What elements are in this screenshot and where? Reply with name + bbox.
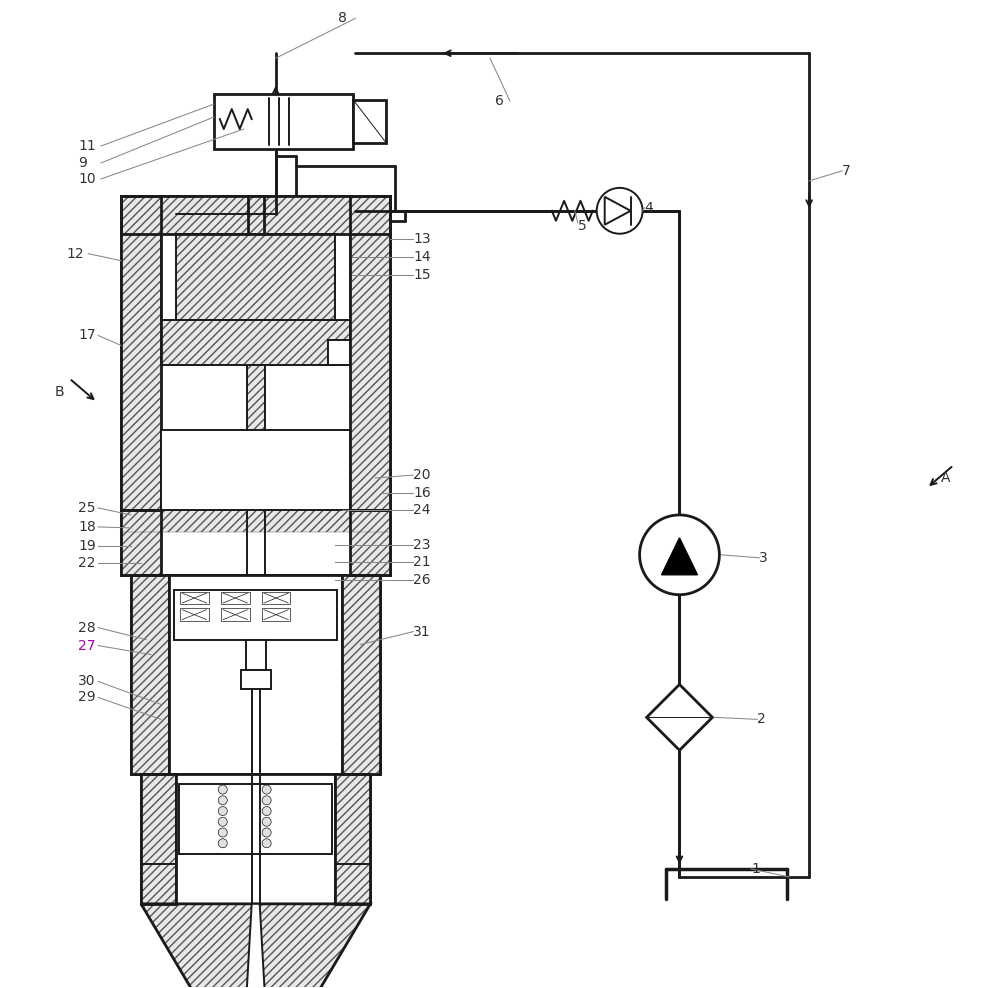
Text: 9: 9	[78, 156, 87, 170]
Polygon shape	[121, 196, 390, 234]
Bar	[180, 609, 209, 621]
Text: 22: 22	[78, 556, 96, 570]
Circle shape	[262, 795, 271, 805]
Text: 16: 16	[413, 486, 431, 500]
Bar	[246, 639, 266, 670]
Circle shape	[262, 817, 271, 826]
Text: 29: 29	[78, 691, 96, 704]
Circle shape	[218, 828, 227, 837]
Circle shape	[218, 785, 227, 794]
Polygon shape	[121, 196, 161, 510]
Circle shape	[597, 188, 643, 234]
Bar	[121, 196, 390, 234]
Circle shape	[262, 806, 271, 815]
Circle shape	[262, 839, 271, 848]
Bar	[161, 430, 350, 510]
Bar	[350, 196, 390, 510]
Bar	[161, 320, 350, 366]
Text: 7: 7	[842, 164, 851, 178]
Circle shape	[218, 839, 227, 848]
Text: 12: 12	[66, 247, 84, 261]
Polygon shape	[335, 775, 370, 904]
Bar	[131, 575, 380, 775]
Polygon shape	[176, 234, 335, 320]
Text: 1: 1	[751, 862, 760, 876]
Polygon shape	[141, 904, 370, 988]
Text: 17: 17	[78, 328, 96, 343]
Bar	[121, 510, 161, 575]
Bar	[174, 590, 337, 639]
Text: 25: 25	[78, 501, 96, 515]
Circle shape	[640, 515, 719, 595]
Bar	[141, 775, 176, 904]
Text: 6: 6	[495, 94, 504, 108]
Text: 19: 19	[78, 538, 96, 553]
Bar	[241, 670, 271, 690]
Text: 4: 4	[645, 201, 653, 214]
Text: 23: 23	[413, 537, 431, 552]
Bar	[262, 609, 290, 621]
Bar	[353, 100, 386, 143]
Bar	[141, 775, 370, 904]
Bar	[121, 196, 390, 510]
Polygon shape	[121, 510, 161, 575]
Text: 30: 30	[78, 675, 96, 689]
Bar	[335, 775, 370, 904]
Bar	[350, 510, 390, 575]
Polygon shape	[342, 575, 380, 775]
Text: 10: 10	[78, 172, 96, 186]
Text: 2: 2	[757, 712, 766, 726]
Text: 15: 15	[413, 268, 431, 282]
Text: 18: 18	[78, 520, 96, 534]
Text: A: A	[941, 471, 950, 485]
Text: 26: 26	[413, 573, 431, 587]
Bar	[221, 592, 250, 605]
Bar	[328, 341, 350, 366]
Text: 13: 13	[413, 232, 431, 246]
Bar	[262, 592, 290, 605]
Circle shape	[262, 828, 271, 837]
Bar	[342, 575, 380, 775]
Text: 11: 11	[78, 139, 96, 153]
Polygon shape	[244, 904, 268, 988]
Bar	[221, 609, 250, 621]
Text: 14: 14	[413, 250, 431, 264]
Polygon shape	[131, 575, 169, 775]
Polygon shape	[350, 510, 390, 575]
Bar	[179, 784, 332, 854]
Text: 3: 3	[759, 551, 768, 565]
Text: 31: 31	[413, 624, 431, 638]
Polygon shape	[161, 320, 350, 366]
Circle shape	[262, 785, 271, 794]
Polygon shape	[647, 685, 712, 750]
Text: 8: 8	[338, 11, 347, 26]
Bar	[214, 94, 353, 149]
Bar	[180, 592, 209, 605]
Circle shape	[218, 795, 227, 805]
Text: 24: 24	[413, 503, 431, 517]
Bar	[131, 575, 169, 775]
Bar	[176, 234, 335, 320]
Polygon shape	[247, 366, 265, 430]
Polygon shape	[662, 537, 697, 575]
Text: 5: 5	[578, 218, 587, 233]
Bar	[121, 510, 390, 575]
Text: 28: 28	[78, 620, 96, 634]
Polygon shape	[246, 639, 266, 670]
Text: 20: 20	[413, 468, 431, 482]
Bar	[121, 196, 161, 510]
Circle shape	[218, 817, 227, 826]
Polygon shape	[141, 775, 176, 904]
Text: B: B	[54, 385, 64, 399]
Circle shape	[218, 806, 227, 815]
Text: 27: 27	[78, 638, 96, 652]
Polygon shape	[605, 197, 631, 224]
Text: 21: 21	[413, 555, 431, 569]
Polygon shape	[121, 510, 390, 532]
Polygon shape	[350, 196, 390, 510]
